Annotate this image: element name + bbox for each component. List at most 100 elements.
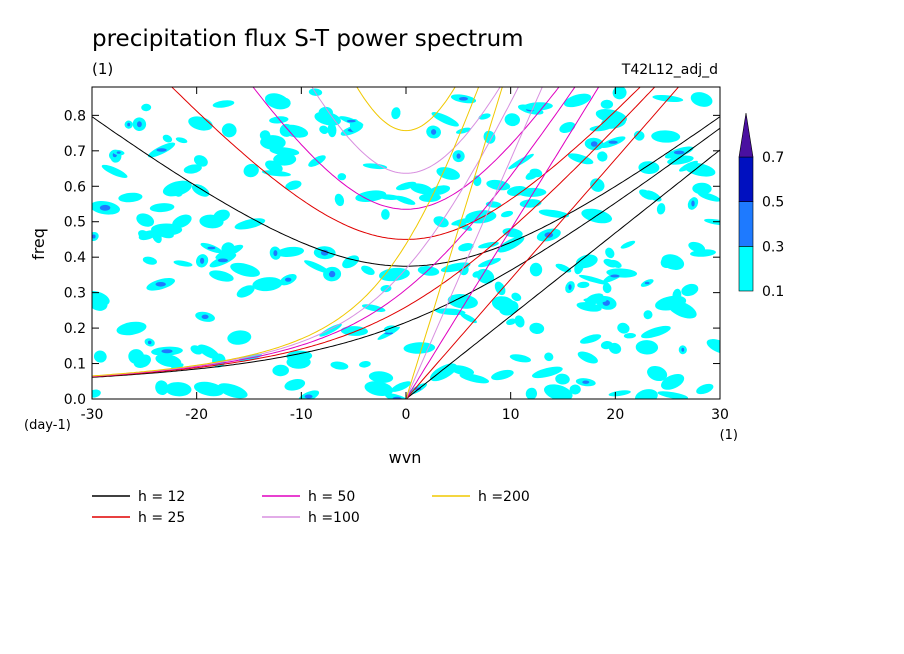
contour-patch: [525, 387, 538, 399]
contour-patch: [544, 352, 554, 362]
contour-patch: [209, 270, 234, 282]
contour-patch: [684, 162, 716, 177]
contour-patch: [576, 302, 602, 312]
y-axis-unit: (day-1): [24, 418, 71, 433]
contour-patch: [394, 195, 416, 205]
contour-patch: [603, 258, 617, 268]
contour-patch-high: [137, 121, 142, 128]
contour-patch: [608, 342, 622, 354]
contour-patch: [656, 203, 666, 215]
dispersion-curve-200: [92, 87, 480, 377]
contour-patch-high: [92, 234, 96, 239]
contour-patch: [577, 281, 590, 289]
contour-patch-high: [147, 340, 152, 345]
contour-patch: [141, 103, 152, 112]
dispersion-curve-12: [92, 116, 720, 267]
contour-patch: [368, 371, 394, 383]
contour-patch: [569, 384, 581, 395]
x-tick-label: 10: [502, 407, 520, 423]
contour-patch: [419, 193, 441, 203]
contour-patch-high: [346, 119, 356, 123]
contour-patch: [590, 178, 605, 192]
contour-patch: [538, 209, 570, 218]
colorbar-segment: [738, 246, 754, 292]
contour-patch-high: [285, 277, 292, 282]
contour-patch: [318, 106, 333, 119]
contour-patch: [269, 147, 300, 156]
contour-patch: [259, 130, 271, 141]
contour-patch: [506, 186, 528, 196]
contour-patch: [330, 361, 349, 370]
contour-patch: [486, 179, 511, 191]
contour-patch: [529, 262, 543, 277]
contour-patch: [342, 255, 360, 269]
contour-patch: [364, 381, 394, 397]
contour-patch: [688, 241, 706, 253]
x-axis-unit: (1): [720, 428, 738, 443]
dispersion-curve-50: [92, 87, 576, 377]
contour-patch: [417, 266, 440, 276]
contour-patch: [93, 350, 107, 363]
dispersion-curves: [92, 87, 720, 399]
contour-patch-high: [161, 349, 173, 354]
contour-patch: [284, 378, 306, 391]
colorbar-arrow: [738, 112, 754, 158]
contour-patch: [213, 209, 230, 222]
contour-patch-high: [201, 314, 209, 319]
contour-patch: [577, 351, 598, 364]
spectrum-contours: [92, 87, 720, 399]
contour-patch: [605, 247, 615, 259]
y-tick-label: 0.3: [64, 286, 86, 302]
contour-patch: [544, 384, 573, 399]
contour-patch: [655, 295, 687, 311]
x-tick-label: -20: [185, 407, 208, 423]
contour-patch-high: [608, 140, 618, 144]
contour-patch: [391, 107, 401, 120]
contour-patch: [638, 161, 660, 175]
contour-patch: [191, 184, 210, 197]
dispersion-curve-200: [356, 87, 456, 132]
contour-patch: [597, 151, 608, 162]
contour-patch: [635, 340, 659, 355]
contour-patch: [221, 242, 235, 256]
contour-patch: [212, 100, 235, 108]
colorbar: 0.1 0.3 0.5 0.7: [738, 112, 784, 300]
contour-patch: [272, 364, 289, 377]
dispersion-curve-100: [405, 87, 543, 399]
contour-patch: [497, 236, 525, 253]
contour-patch-high: [590, 141, 598, 147]
legend-label: h = 25: [138, 510, 185, 526]
contour-patch: [476, 268, 495, 284]
contour-patch: [472, 271, 481, 278]
colorbar-label: 0.1: [762, 284, 784, 300]
contour-patch: [281, 124, 309, 138]
contour-patch-high: [681, 347, 685, 352]
contour-patch: [430, 363, 457, 382]
contour-patch: [559, 122, 576, 133]
y-axis: 0.0 0.1 0.2 0.3 0.4 0.5 0.6 0.7 0.8: [64, 108, 720, 408]
contour-patch: [116, 321, 147, 336]
contour-patch: [142, 256, 157, 265]
y-tick-label: 0.5: [64, 215, 86, 231]
contour-patch-high: [431, 129, 437, 135]
contour-patch: [523, 102, 553, 111]
contour-patch: [612, 87, 627, 100]
contour-patch: [362, 163, 388, 170]
contour-patch: [355, 190, 387, 202]
y-tick-label: 0.7: [64, 144, 86, 160]
contour-patch: [149, 203, 175, 213]
contour-patch: [410, 183, 433, 195]
contour-patch: [136, 213, 155, 227]
dispersion-curve-200: [405, 87, 503, 399]
contour-patch: [319, 125, 329, 134]
contour-patch: [286, 350, 313, 362]
contour-patch: [156, 228, 174, 239]
contour-patch: [563, 93, 592, 108]
contour-patch: [511, 292, 522, 302]
contour-patch: [378, 267, 410, 282]
contour-patch: [692, 182, 712, 195]
contour-patch: [491, 369, 514, 381]
contour-patch: [381, 209, 390, 220]
contour-patch: [660, 257, 672, 269]
